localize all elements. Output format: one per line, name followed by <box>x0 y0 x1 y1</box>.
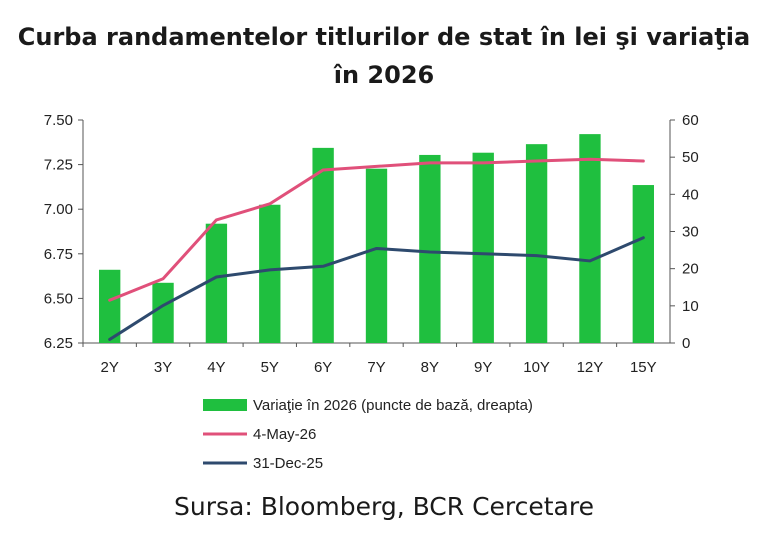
left-tick-label: 6.50 <box>44 290 73 307</box>
x-tick-label: 15Y <box>630 359 657 376</box>
left-tick-label: 6.75 <box>44 246 73 263</box>
chart-title: Curba randamentelor titlurilor de stat î… <box>0 18 768 94</box>
legend-label: 4-May-26 <box>253 426 316 443</box>
left-tick-label: 7.00 <box>44 201 73 218</box>
right-tick-label: 50 <box>682 149 699 166</box>
bar-9Y <box>472 152 494 343</box>
legend-label: Variaţie în 2026 (puncte de bază, dreapt… <box>253 397 533 414</box>
bar-12Y <box>579 134 601 343</box>
bar-7Y <box>365 168 388 343</box>
bar-10Y <box>525 144 548 343</box>
right-tick-label: 40 <box>682 186 699 203</box>
x-tick-label: 9Y <box>474 359 492 376</box>
x-tick-label: 5Y <box>261 359 279 376</box>
x-tick-label: 4Y <box>207 359 225 376</box>
bar-2Y <box>99 269 121 343</box>
left-tick-label: 7.50 <box>44 112 73 129</box>
right-tick-label: 20 <box>682 261 699 278</box>
bar-15Y <box>632 185 654 343</box>
right-tick-label: 10 <box>682 298 699 315</box>
left-tick-label: 6.25 <box>44 335 73 352</box>
x-tick-label: 2Y <box>101 359 119 376</box>
x-tick-label: 3Y <box>154 359 172 376</box>
x-tick-label: 6Y <box>314 359 332 376</box>
legend-swatch-bar <box>203 399 247 411</box>
bar-5Y <box>259 204 281 343</box>
chart-title-line-1: Curba randamentelor titlurilor de stat î… <box>17 23 751 51</box>
chart-title-line-2: în 2026 <box>333 61 435 89</box>
left-tick-label: 7.25 <box>44 157 73 174</box>
right-tick-label: 0 <box>682 335 690 352</box>
chart-svg: 6.25 6.50 6.75 7.00 7.25 7.50 0 10 20 30 40 50 60 2Y 3… <box>44 112 699 472</box>
x-tick-label: 12Y <box>577 359 604 376</box>
bar-6Y <box>312 147 334 343</box>
bar-4Y <box>205 223 228 343</box>
x-tick-label: 7Y <box>367 359 385 376</box>
x-tick-label: 8Y <box>421 359 439 376</box>
line-series-2 <box>108 236 645 341</box>
right-tick-label: 60 <box>682 112 699 129</box>
bar-3Y <box>152 282 174 343</box>
right-tick-label: 30 <box>682 224 699 241</box>
line-series-1 <box>108 157 645 302</box>
source-note: Sursa: Bloomberg, BCR Cercetare <box>173 492 594 521</box>
bar-8Y <box>419 154 441 343</box>
legend-label: 31-Dec-25 <box>253 455 323 472</box>
x-tick-label: 10Y <box>523 359 550 376</box>
